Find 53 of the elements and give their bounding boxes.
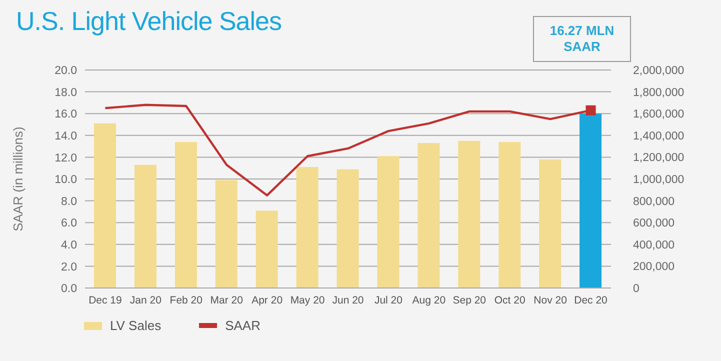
x-tick-label: Nov 20	[534, 294, 568, 306]
bar	[458, 140, 480, 288]
x-tick-label: Dec 20	[574, 294, 608, 306]
legend-label: LV Sales	[110, 318, 162, 333]
bar	[498, 142, 521, 288]
bar	[94, 123, 116, 288]
x-tick-label: Oct 20	[494, 294, 526, 306]
y-axis-title: SAAR (in millions)	[10, 126, 26, 232]
y2-tick-label: 400,000	[633, 239, 675, 252]
x-tick-label: Jan 20	[130, 294, 162, 306]
y2-tick-label: 0	[633, 283, 640, 295]
legend-label: SAAR	[225, 318, 260, 333]
y2-tick-label: 1,200,000	[633, 152, 684, 164]
y-tick-label: 20.0	[54, 65, 77, 78]
y-tick-label: 10.0	[54, 174, 77, 186]
bar	[174, 142, 197, 288]
y-tick-label: 0.0	[61, 283, 77, 296]
x-tick-label: Mar 20	[210, 294, 244, 306]
y2-tick-label: 1,600,000	[633, 108, 684, 121]
bar	[377, 156, 400, 288]
y-tick-label: 12.0	[54, 152, 77, 164]
y2-tick-label: 800,000	[633, 196, 675, 208]
x-tick-label: Dec 19	[88, 294, 122, 306]
chart-title: U.S. Light Vehicle Sales	[16, 6, 282, 37]
bar	[215, 180, 238, 288]
x-tick-label: Apr 20	[252, 294, 283, 306]
y-tick-label: 18.0	[54, 86, 77, 99]
bar	[539, 159, 562, 288]
bar	[418, 143, 440, 288]
text: 16.27 MLN SAAR	[533, 16, 631, 62]
y-tick-label: 4.0	[61, 239, 77, 252]
y2-tick-label: 1,400,000	[633, 130, 684, 142]
bar	[296, 167, 318, 288]
y-tick-label: 16.0	[54, 108, 77, 121]
y2-tick-label: 1,000,000	[633, 174, 684, 186]
x-tick-label: Aug 20	[412, 294, 446, 306]
x-tick-label: Sep 20	[452, 294, 486, 306]
y2-tick-label: 600,000	[633, 218, 675, 230]
bar	[336, 169, 359, 288]
bar	[134, 164, 156, 288]
y-tick-label: 14.0	[54, 130, 77, 142]
y2-tick-label: 200,000	[633, 261, 675, 274]
y2-tick-label: 2,000,000	[633, 65, 684, 77]
y-tick-label: 8.0	[61, 196, 77, 208]
bar	[580, 114, 602, 288]
y-tick-label: 6.0	[61, 218, 77, 230]
x-tick-label: Jun 20	[332, 294, 364, 306]
x-tick-label: May 20	[290, 294, 325, 306]
y-tick-label: 2.0	[61, 261, 77, 274]
y2-tick-label: 1,800,000	[633, 86, 684, 99]
x-tick-label: Feb 20	[170, 294, 203, 306]
x-tick-label: Jul 20	[374, 294, 403, 306]
bar	[256, 210, 278, 288]
